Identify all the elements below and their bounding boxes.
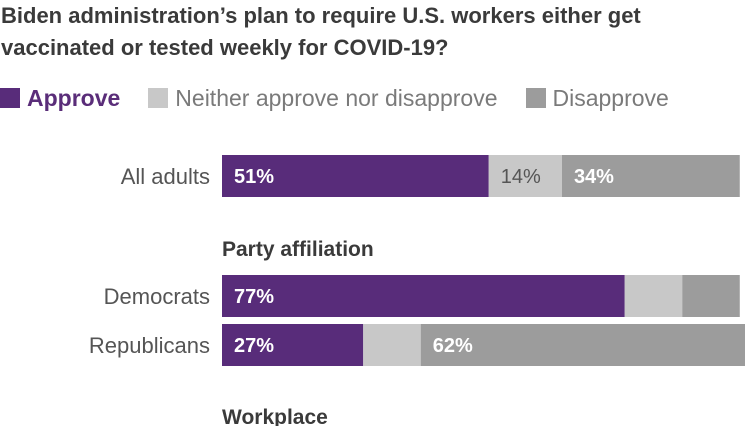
- bar-approve-democrats: [222, 275, 625, 317]
- data-label-disapprove-all-adults: 34%: [574, 166, 614, 188]
- legend-label-disapprove: Disapprove: [552, 84, 669, 111]
- bar-disapprove-democrats: [682, 275, 740, 317]
- legend-label-approve: Approve: [27, 84, 121, 111]
- bar-neither-approve-nor-disapprove-all-adults: [488, 155, 562, 197]
- data-label-approve-all-adults: 51%: [234, 166, 274, 188]
- category-label-all-adults: All adults: [121, 164, 210, 189]
- legend: Approve Neither approve nor disapprove D…: [0, 84, 697, 112]
- chart-title: Biden administration’s plan to require U…: [1, 3, 641, 60]
- legend-item-disapprove: Disapprove: [525, 84, 669, 112]
- bars-group: All adults 51% 14% 34% Democrats 77% Republica…: [89, 155, 745, 366]
- category-label-democrats: Democrats: [104, 284, 210, 309]
- section-label-party-affiliation: Party affiliation: [222, 238, 374, 261]
- legend-swatch-disapprove: [525, 88, 546, 108]
- bar-disapprove-republicans: [420, 324, 745, 366]
- legend-item-neither: Neither approve nor disapprove: [148, 84, 498, 112]
- data-label-approve-democrats: 77%: [234, 286, 274, 308]
- legend-swatch-neither: [148, 88, 169, 108]
- bar-disapprove-all-adults: [561, 155, 740, 197]
- data-label-approve-republicans: 27%: [234, 335, 274, 357]
- bar-approve-republicans: [222, 324, 364, 366]
- section-label-workplace: Workplace: [222, 406, 328, 426]
- bar-neither-approve-nor-disapprove-democrats: [624, 275, 683, 317]
- bar-approve-all-adults: [222, 155, 489, 197]
- data-label-disapprove-republicans: 62%: [433, 335, 473, 357]
- legend-label-neither: Neither approve nor disapprove: [175, 84, 498, 111]
- legend-swatch-approve: [0, 88, 20, 108]
- data-label-neither-approve-nor-disapprove-all-adults: 14%: [501, 166, 541, 188]
- legend-item-approve: Approve: [0, 85, 120, 112]
- category-label-republicans: Republicans: [89, 333, 210, 358]
- bar-neither-approve-nor-disapprove-republicans: [363, 324, 421, 366]
